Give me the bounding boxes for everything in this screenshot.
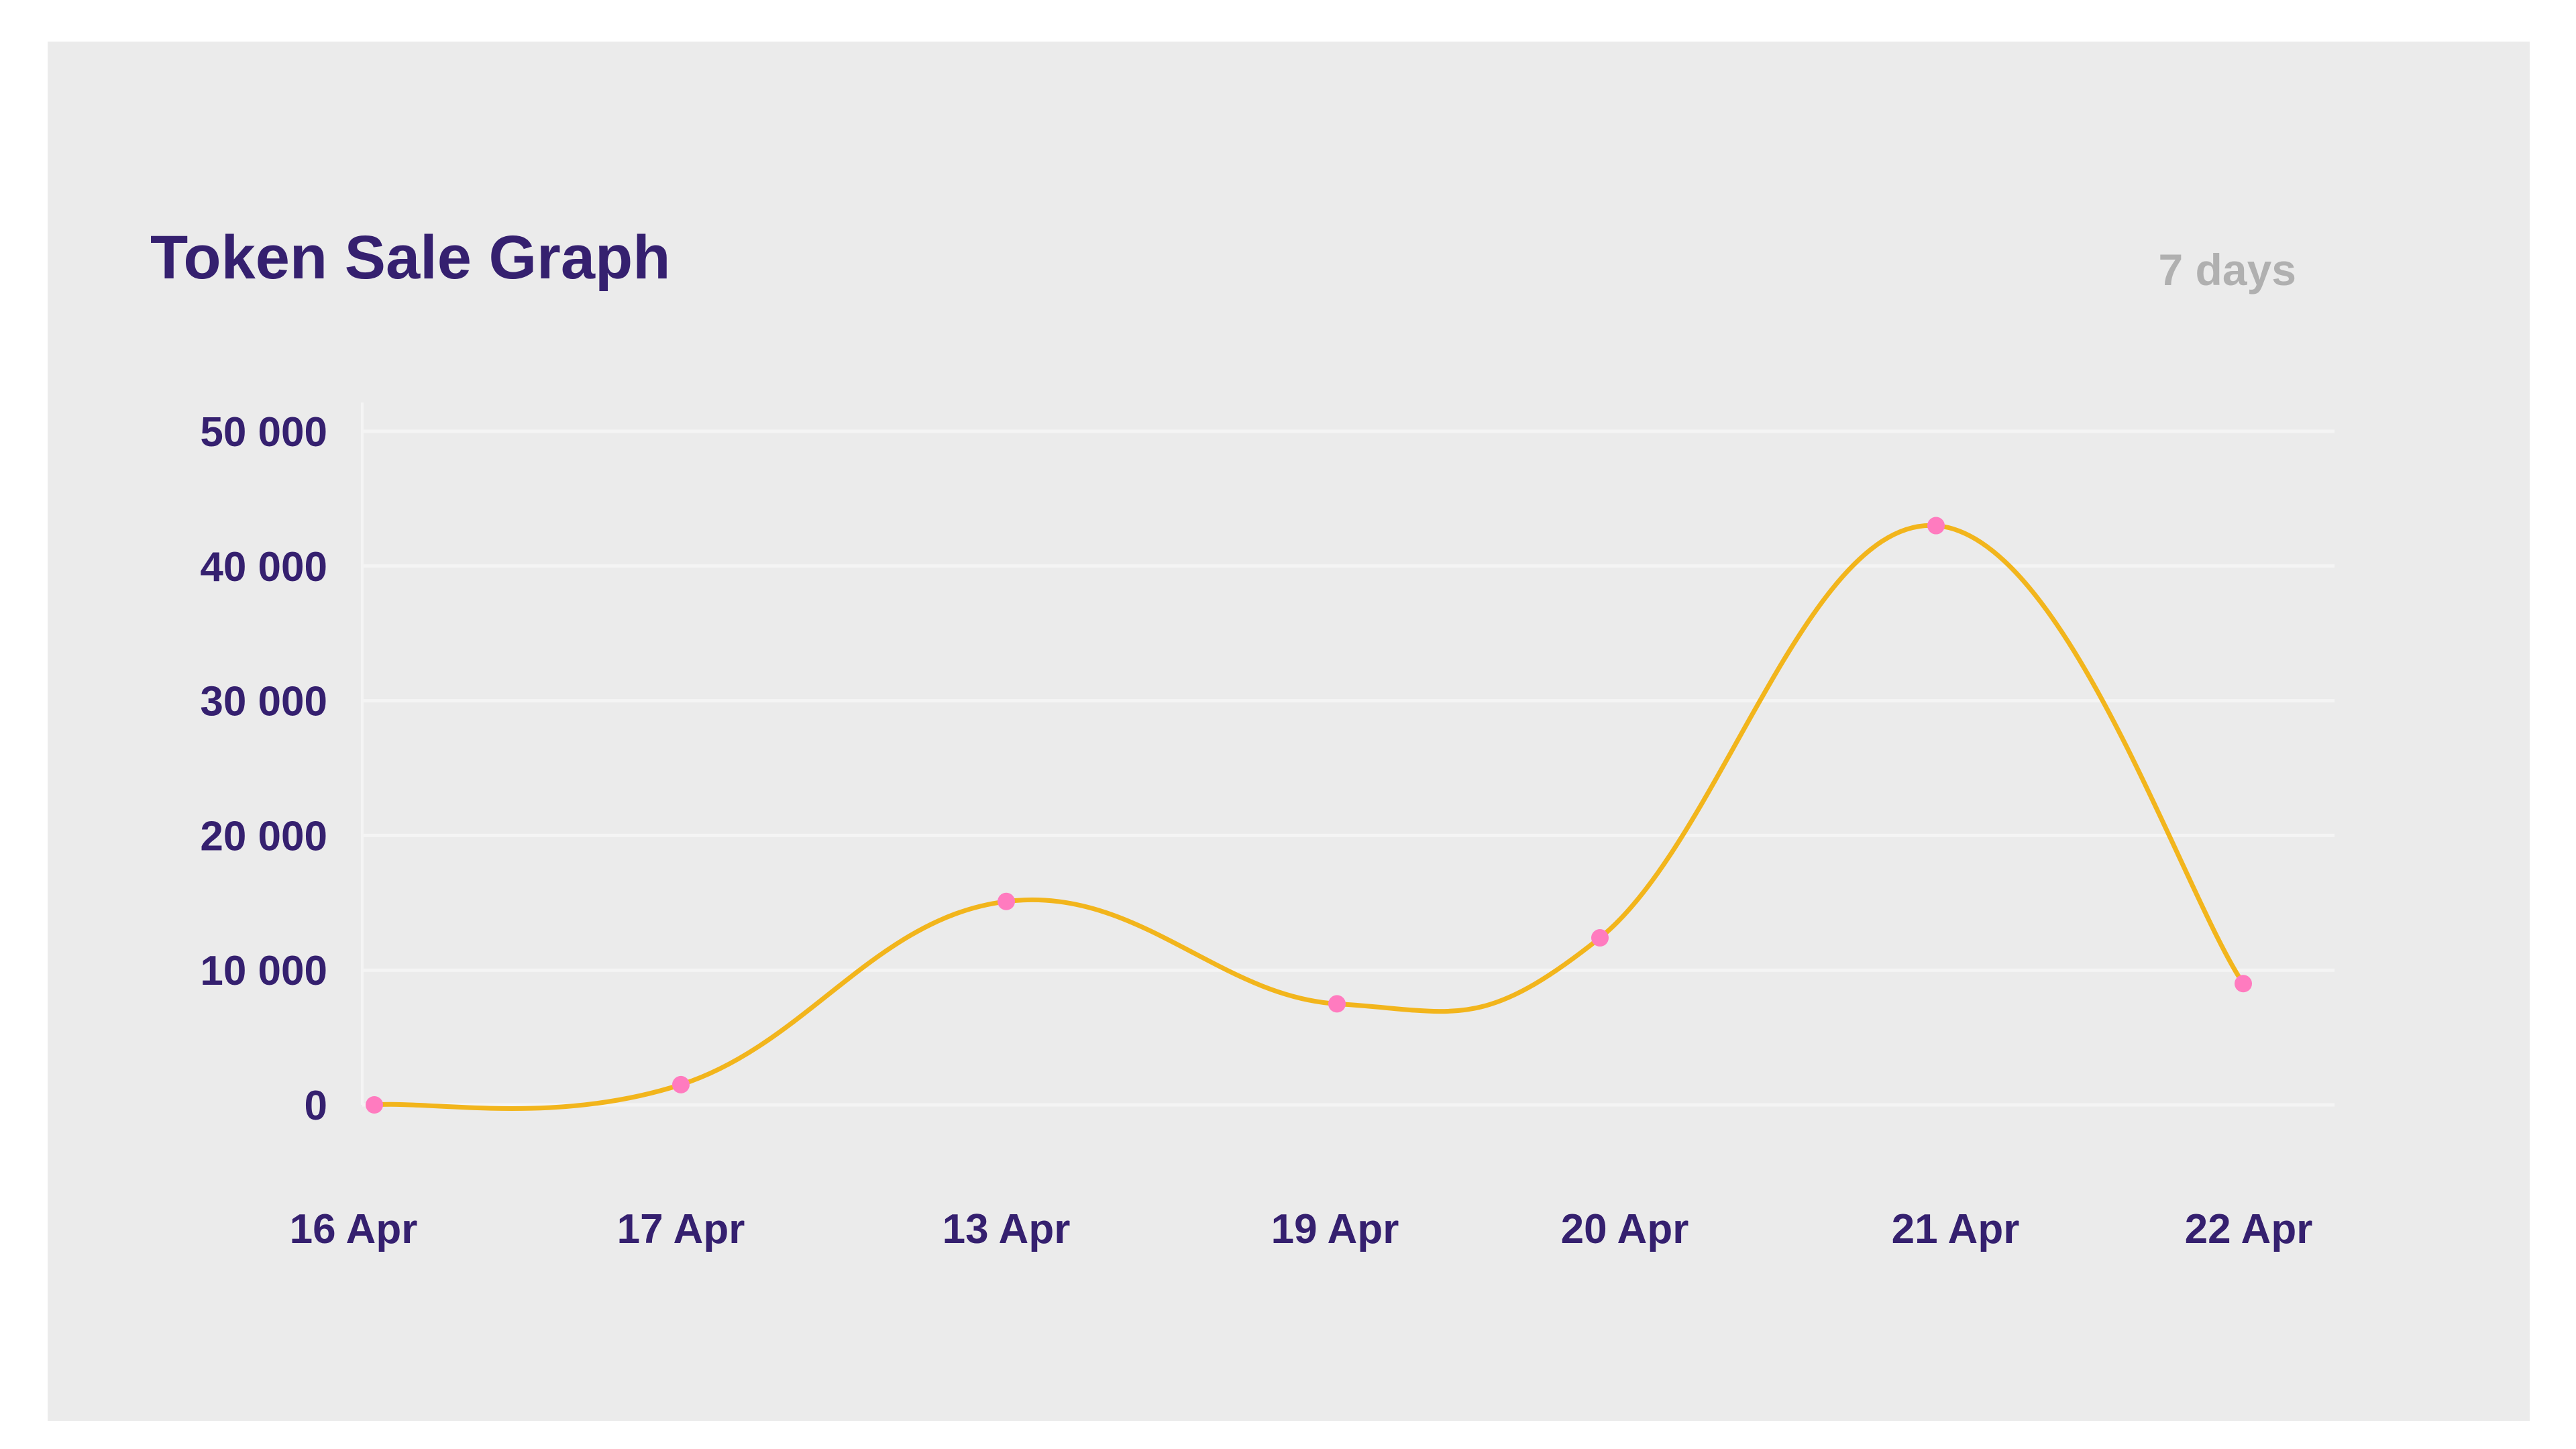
x-tick-label: 17 Apr <box>617 1206 745 1252</box>
y-tick-label: 40 000 <box>200 544 327 590</box>
data-point[interactable] <box>998 893 1015 910</box>
x-tick-label: 21 Apr <box>1892 1206 2020 1252</box>
y-tick-label: 0 <box>305 1083 327 1129</box>
data-point[interactable] <box>366 1096 383 1114</box>
data-points <box>366 517 2252 1114</box>
x-tick-label: 13 Apr <box>943 1206 1071 1252</box>
x-tick-label: 20 Apr <box>1561 1206 1689 1252</box>
y-tick-label: 50 000 <box>200 409 327 455</box>
y-axis-ticks: 0 10 000 20 000 30 000 40 000 50 000 <box>200 409 327 1129</box>
x-tick-label: 19 Apr <box>1271 1206 1399 1252</box>
data-point[interactable] <box>1328 995 1346 1012</box>
data-point[interactable] <box>1591 929 1609 947</box>
x-tick-label: 22 Apr <box>2185 1206 2313 1252</box>
y-tick-label: 10 000 <box>200 948 327 994</box>
x-tick-label: 16 Apr <box>290 1206 418 1252</box>
y-tick-label: 30 000 <box>200 679 327 725</box>
data-point[interactable] <box>2235 975 2252 992</box>
data-point[interactable] <box>672 1076 690 1093</box>
data-point[interactable] <box>1927 517 1945 535</box>
series-line <box>374 525 2243 1108</box>
x-axis-ticks: 16 Apr 17 Apr 13 Apr 19 Apr 20 Apr 21 Apr 22 A… <box>290 1206 2313 1252</box>
y-tick-label: 20 000 <box>200 813 327 859</box>
